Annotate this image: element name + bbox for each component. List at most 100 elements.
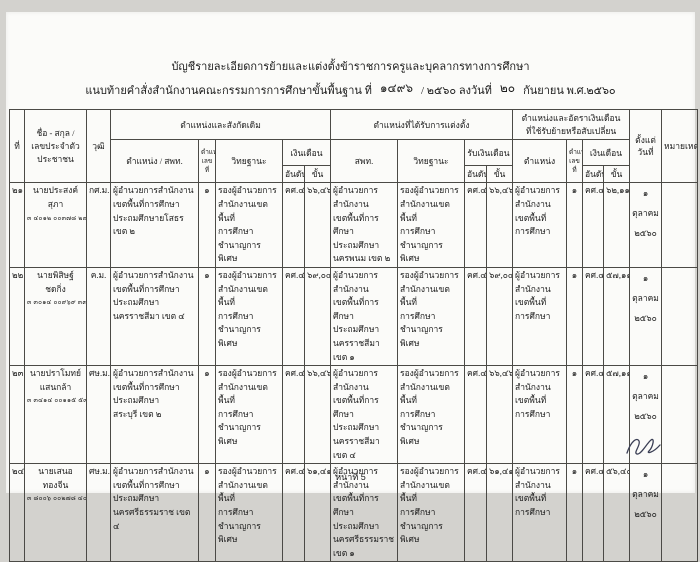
col-header-old-step: ขั้น — [304, 165, 331, 184]
cell-transfer-position: ผู้อำนวยการ สำนักงานเขตพื้นที่ การศึกษา — [512, 182, 567, 268]
citizen-id: ๓ ๔๐๑๒ ๐๐๓๗๘ ๒๙ ๑ — [27, 214, 86, 222]
cell-new-spt: ผู้อำนวยการสำนักงาน เขตพื้นที่การศึกษา ป… — [330, 182, 398, 268]
col-header-new-vitayatana: วิทยฐานะ — [397, 139, 465, 184]
cell-transfer-step: ๖๒,๑๑๐ — [602, 182, 631, 268]
cell-old-vitayatana: รองผู้อำนวยการ สำนักงานเขตพื้นที่ การศึก… — [215, 182, 283, 268]
cell-qualification: ค.ม. — [86, 266, 111, 367]
col-header-transfer-step: ขั้น — [602, 165, 631, 184]
cell-no: ๒๒ — [9, 266, 25, 367]
col-header-qualification: วุฒิ — [86, 109, 111, 184]
cell-effective-date: ๑ ตุลาคม ๒๕๖๐ — [629, 182, 663, 268]
col-header-old-vitayatana: วิทยฐานะ — [215, 139, 283, 184]
col-header-new-level: อันดับ — [464, 165, 487, 184]
col-header-effective-date: ตั้งแต่วันที่ — [629, 109, 663, 184]
order-number: ๑๔๙๖ — [379, 80, 413, 95]
subtitle-prefix: แนบท้ายคำสั่งสำนักงานคณะกรรมการการศึกษาข… — [85, 84, 372, 97]
document-title: บัญชีรายละเอียดการย้ายและแต่งตั้งข้าราชก… — [171, 61, 530, 73]
cell-no: ๒๓ — [9, 365, 25, 465]
col-header-transfer-level: อันดับ — [582, 165, 604, 184]
document-subtitle: แนบท้ายคำสั่งสำนักงานคณะกรรมการการศึกษาข… — [6, 80, 695, 101]
cell-old-step: ๖๖,๔๖๐ — [304, 182, 331, 268]
group-header-transfer-position: ตำแหน่งและอัตราเงินเดือน ที่ใช้รับย้ายหร… — [511, 109, 631, 141]
cell-new-spt: ผู้อำนวยการสำนักงาน เขตพื้นที่การศึกษา ป… — [330, 266, 398, 367]
col-header-no: ที่ — [9, 109, 25, 184]
cell-new-level: คศ.๔ — [464, 182, 487, 268]
cell-old-position: ผู้อำนวยการสำนักงาน เขตพื้นที่การศึกษา ป… — [110, 182, 199, 268]
document-header: บัญชีรายละเอียดการย้ายและแต่งตั้งข้าราชก… — [6, 12, 695, 100]
signature-scribble — [626, 438, 661, 455]
cell-old-position-no: ๑ — [198, 266, 216, 367]
person-name: นายพิสิษฐ์ ชดกิ่ง — [37, 269, 74, 294]
col-header-old-position-no: ตำแหน่ง เลขที่ — [198, 139, 216, 184]
cell-old-level: คศ.๔ — [282, 365, 305, 465]
col-header-transfer-position: ตำแหน่ง — [512, 139, 567, 184]
subtitle-suffix: กันยายน พ.ศ.๒๕๖๐ — [523, 84, 616, 97]
cell-new-vitayatana: รองผู้อำนวยการ สำนักงานเขตพื้นที่ การศึก… — [397, 266, 465, 367]
cell-remark — [661, 266, 699, 367]
cell-no: ๒๑ — [9, 182, 25, 268]
cell-transfer-position-no: ๑ — [566, 266, 583, 367]
col-header-new-step: ขั้น — [486, 165, 513, 184]
cell-transfer-step: ๕๗,๑๑๐ — [602, 266, 631, 367]
cell-name: นายประสงค์ สุภา๓ ๔๐๑๒ ๐๐๓๗๘ ๒๙ ๑ — [24, 182, 87, 268]
cell-old-vitayatana: รองผู้อำนวยการ สำนักงานเขตพื้นที่ การศึก… — [215, 266, 283, 367]
cell-old-step: ๖๖,๔๖๐ — [304, 365, 331, 465]
cell-effective-date: ๑ ตุลาคม ๒๕๖๐ — [629, 266, 663, 367]
table-row: ๒๒ นายพิสิษฐ์ ชดกิ่ง๓ ๓๐๑๔ ๐๐๙๖๙ ๓๙ ๙ ค.… — [9, 266, 699, 367]
cell-transfer-position-no: ๑ — [566, 365, 583, 465]
cell-old-position: ผู้อำนวยการสำนักงาน เขตพื้นที่การศึกษา ป… — [110, 365, 199, 465]
col-header-name: ชื่อ - สกุล / เลขประจำตัว ประชาชน — [24, 109, 87, 184]
cell-transfer-level: คศ.๔ — [582, 365, 604, 465]
group-header-new-position: ตำแหน่งที่ได้รับการแต่งตั้ง — [330, 109, 513, 141]
col-header-new-spt: สพท. — [330, 139, 398, 184]
table-row: ๒๑ นายประสงค์ สุภา๓ ๔๐๑๒ ๐๐๓๗๘ ๒๙ ๑ กศ.ม… — [9, 182, 699, 268]
cell-qualification: ศษ.ม. — [86, 365, 111, 465]
col-header-transfer-position-no: ตำแหน่ง เลขที่ — [566, 139, 583, 184]
cell-old-level: คศ.๔ — [282, 266, 305, 367]
cell-remark — [661, 365, 699, 465]
cell-old-vitayatana: รองผู้อำนวยการ สำนักงานเขตพื้นที่ การศึก… — [215, 365, 283, 465]
table-row: ๒๓ นายปราโมทย์ แสนกล้า๓ ๓๔๑๔ ๐๐๑๑๕ ๕๓ ๖ … — [9, 365, 699, 465]
cell-qualification: กศ.ม. — [86, 182, 111, 268]
cell-old-position-no: ๑ — [198, 365, 216, 465]
col-header-receive-salary: รับเงินเดือน — [464, 139, 513, 167]
cell-transfer-level: คศ.๔ — [582, 266, 604, 367]
page-number: หน้าที่ 5 — [335, 472, 366, 482]
cell-old-position: ผู้อำนวยการสำนักงาน เขตพื้นที่การศึกษา ป… — [110, 266, 199, 367]
cell-transfer-position-no: ๑ — [566, 182, 583, 268]
cell-transfer-level: คศ.๔ — [582, 182, 604, 268]
cell-old-level: คศ.๔ — [282, 182, 305, 268]
cell-new-vitayatana: รองผู้อำนวยการ สำนักงานเขตพื้นที่ การศึก… — [397, 365, 465, 465]
cell-new-step: ๖๙,๐๔๐ — [486, 266, 513, 367]
cell-transfer-position: ผู้อำนวยการ สำนักงานเขตพื้นที่ การศึกษา — [512, 365, 567, 465]
person-name: นายประสงค์ สุภา — [32, 185, 79, 209]
cell-old-step: ๖๙,๐๔๐ — [304, 266, 331, 367]
cell-new-step: ๖๖,๔๖๐ — [486, 182, 513, 268]
subtitle-mid: / ๒๕๖๐ ลงวันที่ — [421, 84, 492, 97]
cell-transfer-position: ผู้อำนวยการ สำนักงานเขตพื้นที่ การศึกษา — [512, 266, 567, 367]
cell-new-spt: ผู้อำนวยการสำนักงาน เขตพื้นที่การศึกษา ป… — [330, 365, 398, 465]
citizen-id: ๓ ๘๐๐๖ ๐๐๒๗๘ ๔๐ ๖ — [27, 495, 87, 503]
cell-old-position-no: ๑ — [198, 182, 216, 268]
person-name: นายเสนอ ทองจีน — [38, 466, 73, 490]
cell-name: นายพิสิษฐ์ ชดกิ่ง๓ ๓๐๑๔ ๐๐๙๖๙ ๓๙ ๙ — [24, 266, 87, 367]
col-header-old-salary: เงินเดือน — [282, 139, 331, 167]
cell-new-level: คศ.๔ — [464, 266, 487, 367]
transfer-table: ที่ ชื่อ - สกุล / เลขประจำตัว ประชาชน วุ… — [9, 109, 699, 562]
cell-name: นายปราโมทย์ แสนกล้า๓ ๓๔๑๔ ๐๐๑๑๕ ๕๓ ๖ — [24, 365, 87, 465]
person-name: นายปราโมทย์ แสนกล้า — [29, 368, 82, 392]
group-header-old-position: ตำแหน่งและสังกัดเดิม — [110, 109, 331, 141]
cell-transfer-step: ๕๗,๑๑๐ — [602, 365, 631, 465]
order-day: ๒๐ — [499, 80, 516, 95]
cell-new-step: ๖๖,๔๖๐ — [486, 365, 513, 465]
citizen-id: ๓ ๓๔๑๔ ๐๐๑๑๕ ๕๓ ๖ — [27, 397, 86, 405]
cell-new-vitayatana: รองผู้อำนวยการ สำนักงานเขตพื้นที่ การศึก… — [397, 182, 465, 268]
col-header-transfer-salary: เงินเดือน — [581, 139, 631, 167]
citizen-id: ๓ ๓๐๑๔ ๐๐๙๖๙ ๓๙ ๙ — [27, 299, 87, 307]
col-header-remark: หมายเหตุ — [661, 109, 699, 184]
col-header-old-position-spt: ตำแหน่ง / สพท. — [110, 139, 199, 184]
col-header-old-level: อันดับ — [282, 165, 305, 184]
cell-remark — [661, 182, 699, 268]
document-page: บัญชีรายละเอียดการย้ายและแต่งตั้งข้าราชก… — [6, 12, 699, 562]
cell-new-level: คศ.๔ — [464, 365, 487, 465]
